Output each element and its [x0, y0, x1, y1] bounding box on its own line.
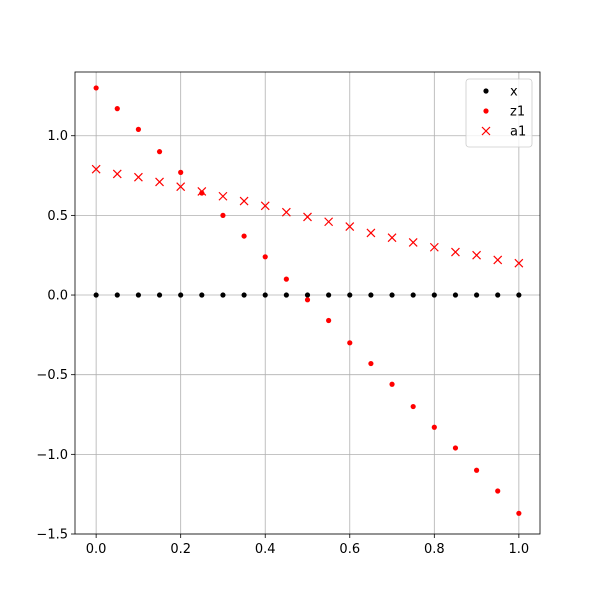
plot-area: [75, 72, 540, 534]
point-z1: [178, 169, 184, 175]
point-z1: [241, 233, 247, 239]
point-a1: [408, 238, 418, 247]
legend-marker-z1: [483, 108, 489, 114]
point-z1: [93, 85, 99, 91]
point-z1: [495, 488, 501, 494]
point-a1: [239, 196, 249, 206]
point-z1: [431, 424, 437, 430]
plot-background: [75, 72, 540, 534]
legend-label: z1: [510, 105, 525, 120]
series-z1: [93, 85, 522, 516]
point-x: [495, 292, 501, 298]
point-a1: [429, 242, 439, 252]
x-tick-label: 0.6: [339, 542, 360, 557]
legend-label: a1: [510, 125, 526, 140]
y-tick-label: −1.5: [36, 528, 68, 543]
point-x: [389, 292, 395, 298]
point-z1: [304, 297, 311, 303]
legend-entry-a1: a1: [481, 125, 526, 140]
point-x: [114, 292, 120, 298]
legend-marker-x: [483, 88, 489, 94]
y-tick-label: 0.5: [47, 209, 68, 224]
point-a1: [197, 187, 207, 196]
point-x: [431, 292, 437, 298]
legend-entry-z1: z1: [483, 105, 525, 120]
point-z1: [368, 360, 374, 367]
point-z1: [452, 445, 459, 451]
point-x: [410, 292, 416, 298]
point-a1: [387, 233, 397, 243]
point-z1: [199, 190, 205, 196]
point-z1: [473, 467, 480, 473]
point-x: [473, 292, 480, 298]
legend-entry-x: x: [483, 85, 518, 100]
point-x: [135, 292, 142, 298]
point-a1: [155, 177, 164, 187]
point-x: [199, 292, 205, 298]
point-x: [241, 292, 247, 298]
legend-marker-a1: [481, 126, 491, 136]
point-x: [156, 292, 163, 298]
y-axis: −1.5 −1.0 −0.5 0.0 0.5 1.0: [36, 129, 75, 543]
point-x: [326, 292, 332, 298]
point-a1: [260, 201, 270, 211]
point-z1: [262, 254, 268, 260]
point-z1: [156, 149, 163, 155]
point-a1: [451, 247, 460, 257]
series-a1: [91, 164, 524, 268]
legend-label: x: [510, 85, 518, 100]
x-tick-label: 0.0: [86, 542, 107, 557]
x-axis: 0.0 0.2 0.4 0.6 0.8 1.0: [86, 534, 529, 557]
data-points: [91, 85, 524, 516]
point-z1: [410, 403, 416, 410]
point-x: [347, 292, 353, 298]
point-x: [283, 292, 289, 298]
point-a1: [345, 222, 355, 231]
x-tick-label: 0.8: [424, 542, 445, 557]
y-tick-label: −1.0: [36, 448, 68, 463]
axes-border: [74, 71, 541, 535]
point-z1: [326, 317, 332, 324]
point-a1: [324, 217, 334, 227]
x-tick-label: 1.0: [509, 542, 530, 557]
point-a1: [472, 250, 482, 260]
point-a1: [514, 258, 524, 268]
point-z1: [347, 340, 353, 346]
point-z1: [283, 276, 289, 282]
point-a1: [176, 182, 186, 192]
point-x: [220, 292, 226, 298]
point-a1: [133, 172, 143, 182]
x-tick-label: 0.4: [255, 542, 276, 557]
point-a1: [112, 169, 122, 179]
point-a1: [281, 207, 291, 217]
legend-box: [465, 78, 533, 148]
y-tick-label: 0.0: [47, 289, 68, 304]
axes-frame: [74, 71, 541, 535]
point-z1: [516, 510, 522, 516]
series-x: [93, 292, 522, 298]
point-z1: [389, 381, 395, 387]
legend: x z1 a1: [465, 78, 533, 148]
point-a1: [303, 212, 312, 222]
point-x: [516, 292, 522, 298]
point-z1: [114, 106, 120, 112]
y-tick-label: 1.0: [47, 129, 68, 144]
point-x: [178, 292, 184, 298]
y-tick-label: −0.5: [36, 368, 68, 383]
point-a1: [91, 164, 101, 174]
point-z1: [220, 212, 226, 218]
point-x: [452, 292, 459, 298]
point-a1: [366, 228, 376, 238]
x-tick-label: 0.2: [170, 542, 191, 557]
point-x: [304, 292, 311, 298]
point-z1: [135, 126, 142, 132]
point-x: [93, 292, 99, 298]
point-a1: [493, 255, 503, 265]
point-x: [262, 292, 268, 298]
point-a1: [218, 191, 228, 201]
point-x: [368, 292, 374, 298]
